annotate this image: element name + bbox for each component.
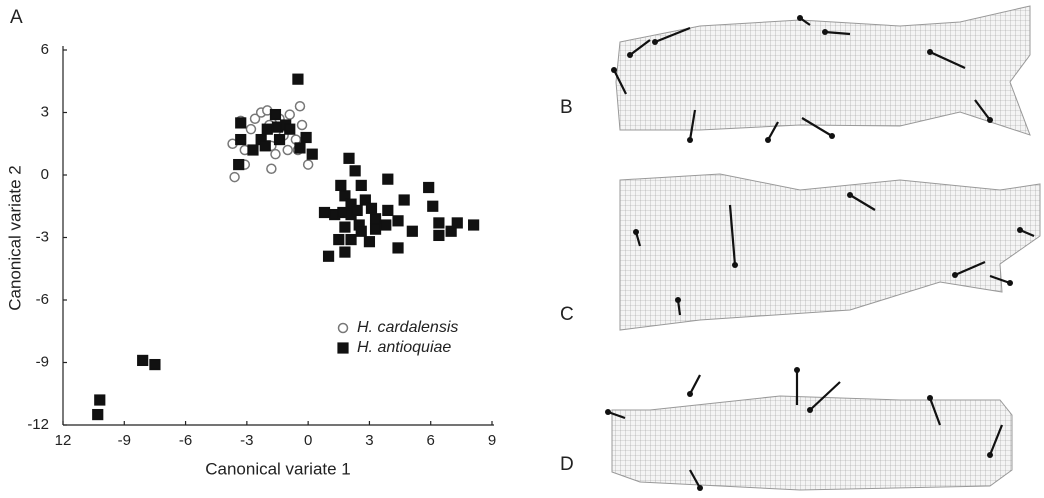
point <box>339 246 351 258</box>
x-tick-label: 3 <box>365 432 373 449</box>
point <box>406 225 418 237</box>
point <box>335 179 347 192</box>
landmarks <box>605 15 1035 491</box>
point <box>235 117 247 129</box>
point <box>306 148 318 160</box>
point <box>302 159 314 170</box>
point <box>427 200 439 212</box>
point <box>137 354 149 367</box>
point <box>92 408 104 421</box>
point <box>284 123 296 135</box>
point <box>270 148 281 160</box>
point <box>318 206 331 219</box>
deformation-grid <box>611 5 1041 491</box>
legend-marker <box>337 342 349 354</box>
point <box>94 394 106 406</box>
point <box>359 194 371 206</box>
point <box>261 123 273 135</box>
point <box>392 242 404 254</box>
point <box>433 217 445 229</box>
point <box>451 217 463 229</box>
point <box>245 123 257 135</box>
point <box>266 163 277 174</box>
point <box>229 171 240 183</box>
point <box>333 233 345 246</box>
point <box>365 202 378 214</box>
point <box>249 113 261 124</box>
panel-label: B <box>560 97 573 118</box>
y-tick-label: -3 <box>36 228 49 245</box>
x-tick-label: -3 <box>240 432 253 449</box>
x-tick-label: -6 <box>179 432 192 449</box>
point <box>269 108 282 121</box>
point <box>369 213 382 225</box>
point <box>355 179 367 192</box>
point <box>468 219 480 231</box>
point <box>282 144 293 156</box>
point <box>294 142 306 154</box>
point <box>345 233 357 246</box>
point <box>284 109 296 120</box>
point <box>392 215 404 227</box>
point <box>294 101 306 112</box>
point <box>247 144 259 156</box>
point <box>259 140 271 152</box>
point <box>445 225 457 237</box>
point <box>339 190 351 202</box>
x-tick-label: 9 <box>488 432 496 449</box>
point <box>433 229 445 242</box>
point <box>423 181 435 194</box>
y-tick-label: 6 <box>41 41 49 58</box>
point <box>233 158 245 171</box>
point <box>149 358 161 371</box>
point <box>363 236 376 248</box>
point <box>398 194 410 206</box>
point <box>339 221 351 233</box>
point <box>296 119 308 131</box>
point <box>349 165 361 177</box>
point <box>351 204 363 217</box>
x-axis-label: Canonical variate 1 <box>205 459 351 478</box>
panel-label: D <box>560 454 574 475</box>
y-tick-label: -9 <box>36 353 49 370</box>
y-tick-label: -6 <box>36 291 49 308</box>
x-tick-label: 12 <box>55 432 72 449</box>
point <box>382 204 394 217</box>
y-tick-label: 3 <box>41 103 49 120</box>
legend-marker <box>337 322 349 334</box>
point <box>322 250 335 262</box>
point <box>343 152 355 164</box>
x-tick-label: 0 <box>304 432 312 449</box>
scatter-plot: Canonical variate 1 Canonical variate 2 … <box>5 41 496 479</box>
y-tick-label: -12 <box>27 416 49 433</box>
y-axis-label: Canonical variate 2 <box>5 165 24 311</box>
point <box>292 73 304 85</box>
point <box>235 133 247 146</box>
point <box>382 173 394 185</box>
y-tick-label: 0 <box>41 166 49 183</box>
x-tick-label: -9 <box>118 432 131 449</box>
x-tick-label: 6 <box>427 432 435 449</box>
point <box>380 219 392 231</box>
point <box>273 133 286 146</box>
panel-label: C <box>560 304 574 325</box>
point <box>369 223 382 235</box>
point <box>300 131 312 144</box>
point <box>355 225 367 237</box>
panel-label: A <box>10 7 23 28</box>
legend-label: H. antioquiae <box>357 339 451 356</box>
legend-label: H. cardalensis <box>357 319 458 336</box>
